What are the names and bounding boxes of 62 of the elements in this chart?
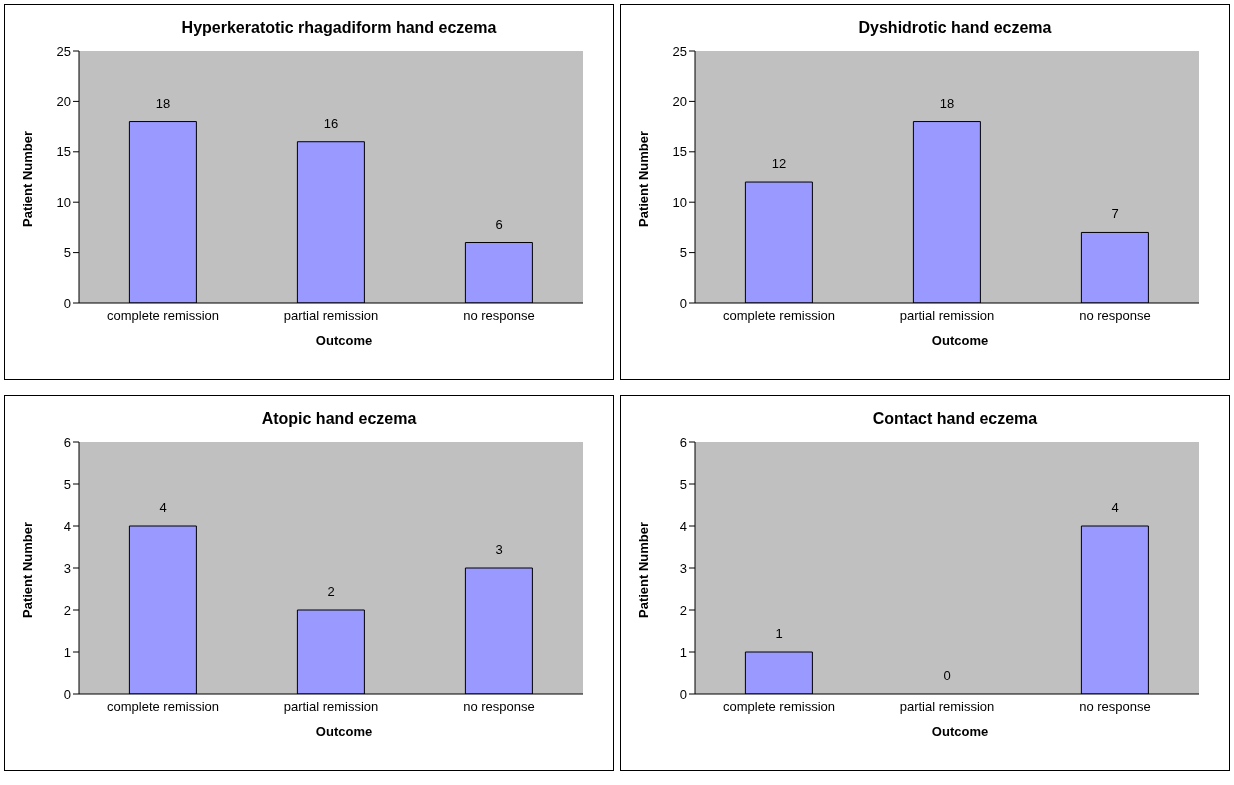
x-tick-label: no response bbox=[463, 699, 535, 715]
chart-title: Hyperkeratotic rhagadiform hand eczema bbox=[180, 19, 498, 38]
x-tick-label: partial remission bbox=[899, 699, 995, 715]
data-label: 3 bbox=[495, 542, 503, 557]
x-tick-label: complete remission bbox=[723, 308, 835, 324]
y-tick-label: 4 bbox=[63, 518, 71, 534]
y-tick-label: 20 bbox=[672, 94, 687, 110]
x-tick-label: no response bbox=[1079, 308, 1151, 324]
x-axis-title: Outcome bbox=[930, 724, 990, 739]
y-tick-label: 25 bbox=[56, 43, 71, 59]
data-label: 12 bbox=[771, 156, 787, 172]
y-tick-label: 3 bbox=[679, 560, 687, 576]
data-label: 6 bbox=[495, 216, 503, 232]
y-axis-title: Patient Number bbox=[19, 521, 35, 618]
y-tick-label: 0 bbox=[63, 686, 71, 702]
x-axis-title: Outcome bbox=[930, 333, 990, 348]
x-tick-label: no response bbox=[463, 308, 535, 324]
x-tick-label: partial remission bbox=[283, 308, 379, 324]
data-label: 18 bbox=[939, 95, 955, 111]
x-tick-label: partial remission bbox=[283, 699, 379, 715]
x-axis-title: Outcome bbox=[314, 724, 374, 739]
x-tick-label: no response bbox=[1079, 699, 1151, 715]
x-tick-label: partial remission bbox=[899, 308, 995, 324]
y-tick-label: 1 bbox=[679, 644, 687, 660]
data-label: 18 bbox=[155, 95, 171, 111]
y-tick-label: 5 bbox=[679, 245, 687, 261]
chart-title: Dyshidrotic hand eczema bbox=[857, 19, 1053, 38]
y-tick-label: 10 bbox=[56, 194, 71, 210]
data-label: 1 bbox=[775, 626, 783, 641]
x-tick-label: complete remission bbox=[107, 699, 219, 715]
x-tick-label: complete remission bbox=[107, 308, 219, 324]
y-tick-label: 15 bbox=[672, 144, 687, 160]
y-tick-label: 2 bbox=[679, 602, 687, 618]
x-axis-title: Outcome bbox=[314, 333, 374, 348]
y-tick-label: 25 bbox=[672, 43, 687, 59]
y-tick-label: 5 bbox=[679, 476, 687, 492]
data-label: 4 bbox=[1111, 500, 1119, 515]
y-tick-label: 5 bbox=[63, 476, 71, 492]
y-tick-label: 1 bbox=[63, 644, 71, 660]
y-axis-title: Patient Number bbox=[635, 521, 651, 618]
chart-title: Atopic hand eczema bbox=[260, 410, 418, 429]
y-tick-label: 6 bbox=[679, 434, 687, 450]
x-tick-label: complete remission bbox=[723, 699, 835, 715]
y-tick-label: 20 bbox=[56, 94, 71, 110]
y-tick-label: 15 bbox=[56, 144, 71, 160]
y-tick-label: 0 bbox=[679, 686, 687, 702]
y-tick-label: 5 bbox=[63, 245, 71, 261]
y-tick-label: 3 bbox=[63, 560, 71, 576]
y-axis-title: Patient Number bbox=[19, 130, 35, 227]
y-tick-label: 4 bbox=[679, 518, 687, 534]
data-label: 0 bbox=[943, 668, 951, 683]
y-tick-label: 0 bbox=[63, 295, 71, 311]
data-label: 7 bbox=[1111, 206, 1119, 222]
y-tick-label: 0 bbox=[679, 295, 687, 311]
y-axis-title: Patient Number bbox=[635, 130, 651, 227]
y-tick-label: 10 bbox=[672, 194, 687, 210]
data-label: 4 bbox=[159, 500, 167, 515]
data-label: 2 bbox=[327, 584, 335, 599]
data-label: 16 bbox=[323, 115, 339, 131]
chart-title: Contact hand eczema bbox=[871, 410, 1039, 429]
y-tick-label: 6 bbox=[63, 434, 71, 450]
y-tick-label: 2 bbox=[63, 602, 71, 618]
